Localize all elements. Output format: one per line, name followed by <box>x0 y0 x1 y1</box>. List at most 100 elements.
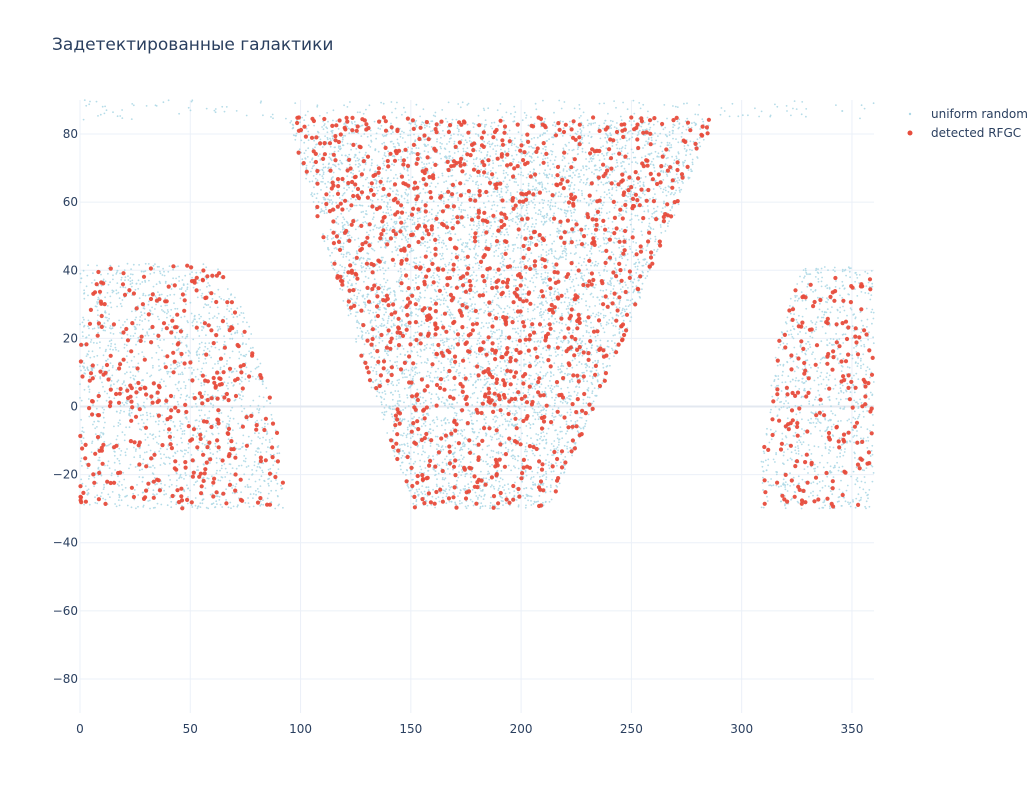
data-point <box>406 199 409 202</box>
data-point <box>226 288 229 290</box>
data-point <box>631 302 634 305</box>
data-point <box>436 285 439 288</box>
data-point <box>521 189 524 192</box>
data-point <box>560 387 563 390</box>
data-point <box>146 418 149 421</box>
data-point <box>589 199 592 201</box>
data-point <box>683 145 686 147</box>
data-point <box>163 489 166 492</box>
data-point <box>535 372 538 375</box>
data-point <box>109 301 112 304</box>
data-point <box>349 309 352 312</box>
data-point <box>445 488 447 490</box>
data-point <box>627 299 629 301</box>
data-point <box>550 199 553 201</box>
data-point <box>470 175 473 178</box>
data-point <box>186 286 189 289</box>
data-point <box>319 159 322 161</box>
data-point <box>98 391 100 394</box>
data-point <box>242 395 244 397</box>
data-point <box>677 177 679 179</box>
data-point <box>652 158 655 160</box>
data-point <box>115 273 118 275</box>
data-point <box>373 278 376 281</box>
data-point <box>133 456 136 459</box>
data-point <box>134 326 137 329</box>
data-point <box>354 154 357 156</box>
data-point <box>453 224 456 226</box>
data-point <box>583 274 586 277</box>
data-point <box>415 308 417 310</box>
data-point <box>401 454 404 457</box>
data-point <box>396 247 399 250</box>
data-point <box>183 381 185 383</box>
data-point <box>441 254 443 257</box>
data-point <box>506 312 509 315</box>
data-point <box>97 296 100 299</box>
data-point <box>443 134 446 137</box>
data-point <box>126 262 129 265</box>
data-point <box>212 406 214 409</box>
data-point <box>172 316 175 319</box>
data-point <box>93 327 96 330</box>
data-point <box>502 169 505 172</box>
data-point <box>257 463 260 465</box>
data-point <box>423 460 426 463</box>
data-point <box>569 209 572 212</box>
data-point <box>93 355 96 358</box>
data-point <box>618 229 621 232</box>
data-point <box>341 198 343 201</box>
data-point <box>342 253 345 256</box>
data-point <box>208 417 211 419</box>
data-point <box>654 193 656 196</box>
data-point <box>553 386 556 388</box>
data-point <box>325 186 328 189</box>
data-point <box>104 464 106 467</box>
data-point <box>238 464 240 467</box>
data-point <box>553 287 556 290</box>
data-point <box>588 396 591 399</box>
data-point <box>369 320 372 323</box>
data-point <box>207 507 210 510</box>
data-point <box>105 445 108 447</box>
data-point <box>145 451 148 453</box>
data-point <box>221 464 223 467</box>
data-point <box>166 372 169 375</box>
data-point <box>185 416 188 419</box>
data-point <box>442 299 445 302</box>
data-point <box>210 356 213 359</box>
data-point <box>246 486 249 488</box>
data-point <box>181 373 184 376</box>
data-point <box>107 344 110 347</box>
data-point <box>126 333 129 336</box>
data-point <box>501 478 504 481</box>
data-point <box>121 402 124 404</box>
data-point <box>216 325 219 328</box>
data-point <box>529 242 532 245</box>
data-point <box>520 236 522 239</box>
data-point <box>505 495 508 498</box>
data-point <box>554 202 557 205</box>
data-point <box>504 157 507 159</box>
data-point <box>440 446 443 449</box>
data-point <box>331 135 334 138</box>
data-point <box>347 127 350 130</box>
data-point <box>448 489 451 491</box>
data-point <box>91 282 93 284</box>
data-point <box>394 298 397 300</box>
data-point <box>506 189 509 192</box>
data-point <box>458 214 461 217</box>
data-point <box>228 425 230 428</box>
data-point <box>339 237 342 239</box>
data-point <box>457 372 460 375</box>
data-point <box>152 264 155 267</box>
data-point <box>579 181 581 183</box>
data-point <box>528 258 531 260</box>
data-point <box>320 180 323 183</box>
data-point <box>175 331 178 334</box>
data-point <box>125 344 128 347</box>
data-point <box>236 330 239 332</box>
data-point <box>191 276 194 279</box>
